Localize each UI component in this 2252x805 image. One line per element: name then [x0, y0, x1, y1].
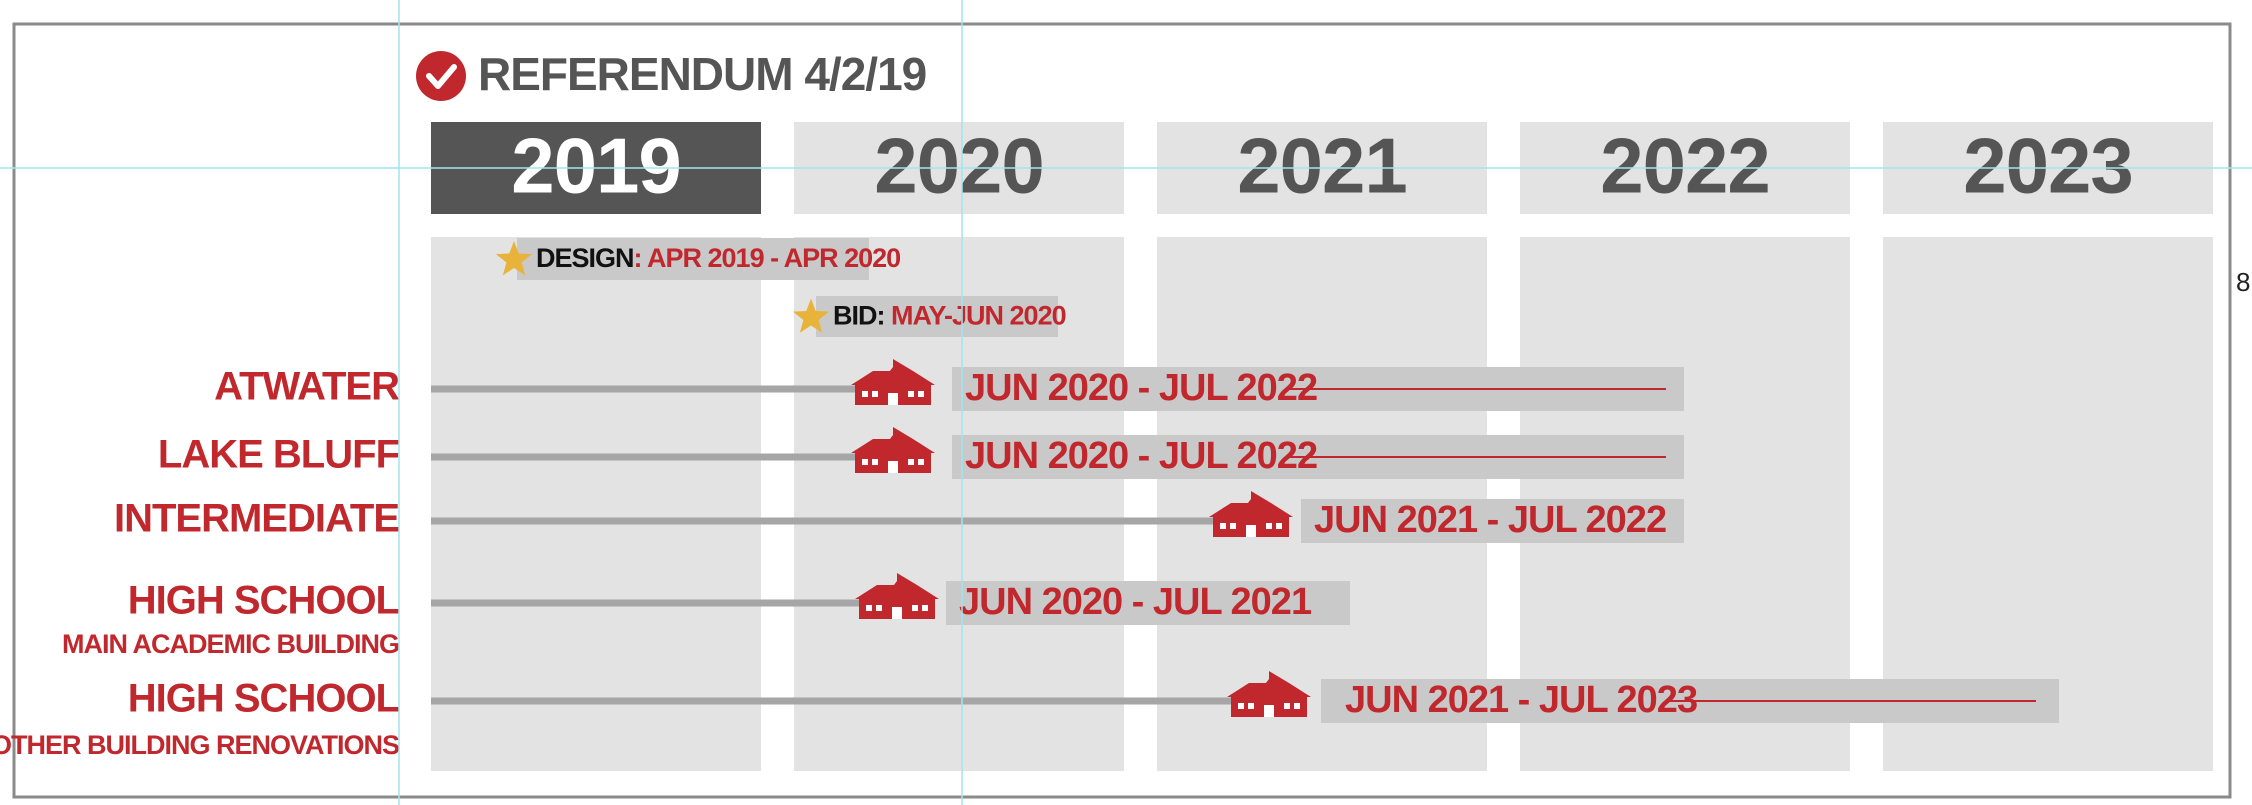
- house-door: [1264, 705, 1274, 717]
- year-column: [431, 237, 761, 771]
- house-window: [908, 459, 914, 465]
- page-number: 8: [2236, 267, 2250, 297]
- house-window: [1230, 523, 1236, 529]
- house-gable: [879, 435, 907, 453]
- house-icon: [1227, 671, 1311, 717]
- house-icon: [1209, 491, 1293, 537]
- house-window: [922, 605, 928, 611]
- content: 2019 2020 2021 2022 2023 DESIGN: APR 2019 - A…: [0, 122, 2213, 771]
- house-window: [1248, 703, 1254, 709]
- house-window: [862, 459, 868, 465]
- date-box: [1301, 499, 1684, 543]
- project-dates: JUN 2020 - JUL 2022: [965, 435, 1317, 477]
- milestone-label: BID:: [833, 301, 885, 331]
- house-window: [1266, 523, 1272, 529]
- house-window: [918, 391, 924, 397]
- house-window: [1238, 703, 1244, 709]
- project-name: HIGH SCHOOL: [128, 677, 400, 721]
- house-window: [1220, 523, 1226, 529]
- house-window: [876, 605, 882, 611]
- house-window: [866, 605, 872, 611]
- project-name: ATWATER: [214, 365, 400, 409]
- year-label: 2022: [1600, 122, 1770, 210]
- house-window: [918, 459, 924, 465]
- milestone-box: [517, 238, 869, 280]
- project-name: INTERMEDIATE: [114, 497, 399, 541]
- year-label: 2019: [511, 122, 681, 210]
- year-label: 2020: [874, 122, 1044, 210]
- project-dates: JUN 2020 - JUL 2022: [965, 367, 1317, 409]
- check-mark: [426, 64, 457, 89]
- milestone-text: DESIGN: APR 2019 - APR 2020: [536, 243, 900, 273]
- house-window: [872, 459, 878, 465]
- house-gable: [1255, 679, 1283, 697]
- star: [792, 298, 830, 333]
- project-name: HIGH SCHOOL: [128, 579, 400, 623]
- house-icon: [851, 359, 935, 405]
- house-window: [862, 391, 868, 397]
- house-window: [1294, 703, 1300, 709]
- milestone-box: [816, 296, 1058, 337]
- house-door: [888, 461, 898, 473]
- project-dates: JUN 2021 - JUL 2023: [1345, 679, 1697, 721]
- project-dates: JUN 2021 - JUL 2022: [1314, 499, 1666, 541]
- house-gable: [883, 581, 911, 599]
- milestone-dates: : APR 2019 - APR 2020: [634, 243, 901, 273]
- year-label: 2021: [1237, 122, 1407, 210]
- project-name: LAKE BLUFF: [158, 433, 399, 477]
- milestone-dates: MAY-JUN 2020: [885, 301, 1066, 331]
- house-icon: [855, 573, 939, 619]
- milestone-label: DESIGN: [536, 243, 634, 273]
- house-window: [872, 391, 878, 397]
- house-door: [888, 393, 898, 405]
- project-subtitle: OTHER BUILDING RENOVATIONS: [0, 730, 399, 760]
- house-window: [1284, 703, 1290, 709]
- house-door: [1246, 525, 1256, 537]
- check-icon: [416, 51, 466, 101]
- house-door: [892, 607, 902, 619]
- milestone-text: BID: MAY-JUN 2020: [833, 301, 1066, 331]
- project-dates: JUN 2020 - JUL 2021: [959, 581, 1312, 623]
- year-label: 2023: [1963, 122, 2133, 210]
- date-box: [946, 581, 1350, 625]
- house-window: [912, 605, 918, 611]
- house-window: [1276, 523, 1282, 529]
- house-gable: [1237, 499, 1265, 517]
- house-icon: [851, 427, 935, 473]
- house-gable: [879, 367, 907, 385]
- title: REFERENDUM 4/2/19: [478, 48, 926, 100]
- house-window: [908, 391, 914, 397]
- star: [495, 241, 533, 276]
- project-subtitle: MAIN ACADEMIC BUILDING: [62, 629, 399, 659]
